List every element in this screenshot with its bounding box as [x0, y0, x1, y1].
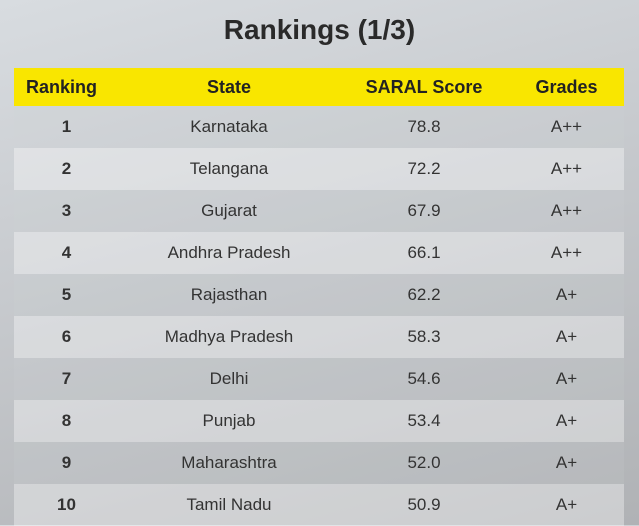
cell-score: 78.8: [339, 117, 509, 137]
cell-score: 58.3: [339, 327, 509, 347]
cell-score: 53.4: [339, 411, 509, 431]
cell-ranking: 5: [14, 285, 119, 305]
table-row: 3Gujarat67.9A++: [14, 190, 624, 232]
cell-score: 54.6: [339, 369, 509, 389]
header-grade: Grades: [509, 77, 624, 98]
table-row: 7Delhi54.6A+: [14, 358, 624, 400]
cell-state: Karnataka: [119, 117, 339, 137]
cell-state: Telangana: [119, 159, 339, 179]
cell-grade: A++: [509, 201, 624, 221]
cell-state: Rajasthan: [119, 285, 339, 305]
table-row: 9Maharashtra52.0A+: [14, 442, 624, 484]
cell-ranking: 8: [14, 411, 119, 431]
table-row: 6Madhya Pradesh58.3A+: [14, 316, 624, 358]
cell-state: Tamil Nadu: [119, 495, 339, 515]
cell-ranking: 2: [14, 159, 119, 179]
cell-state: Gujarat: [119, 201, 339, 221]
cell-ranking: 4: [14, 243, 119, 263]
cell-ranking: 1: [14, 117, 119, 137]
cell-grade: A+: [509, 411, 624, 431]
cell-state: Andhra Pradesh: [119, 243, 339, 263]
cell-grade: A+: [509, 369, 624, 389]
cell-score: 72.2: [339, 159, 509, 179]
cell-grade: A+: [509, 453, 624, 473]
table-row: 8Punjab53.4A+: [14, 400, 624, 442]
header-ranking: Ranking: [14, 77, 119, 98]
cell-score: 66.1: [339, 243, 509, 263]
rankings-slide: Rankings (1/3) Ranking State SARAL Score…: [0, 0, 639, 525]
table-row: 10Tamil Nadu50.9A+: [14, 484, 624, 526]
table-row: 1Karnataka78.8A++: [14, 106, 624, 148]
table-row: 4Andhra Pradesh66.1A++: [14, 232, 624, 274]
header-state: State: [119, 77, 339, 98]
cell-ranking: 10: [14, 495, 119, 515]
cell-state: Maharashtra: [119, 453, 339, 473]
cell-state: Punjab: [119, 411, 339, 431]
cell-score: 50.9: [339, 495, 509, 515]
cell-ranking: 7: [14, 369, 119, 389]
cell-grade: A+: [509, 285, 624, 305]
table-body: 1Karnataka78.8A++2Telangana72.2A++3Gujar…: [14, 106, 624, 526]
cell-score: 52.0: [339, 453, 509, 473]
cell-score: 62.2: [339, 285, 509, 305]
cell-score: 67.9: [339, 201, 509, 221]
cell-grade: A+: [509, 495, 624, 515]
table-row: 5Rajasthan62.2A+: [14, 274, 624, 316]
cell-grade: A+: [509, 327, 624, 347]
rankings-table: Ranking State SARAL Score Grades 1Karnat…: [14, 68, 624, 526]
table-row: 2Telangana72.2A++: [14, 148, 624, 190]
cell-grade: A++: [509, 159, 624, 179]
cell-state: Madhya Pradesh: [119, 327, 339, 347]
table-header-row: Ranking State SARAL Score Grades: [14, 68, 624, 106]
page-title: Rankings (1/3): [0, 14, 639, 46]
cell-grade: A++: [509, 243, 624, 263]
cell-ranking: 9: [14, 453, 119, 473]
header-score: SARAL Score: [339, 77, 509, 98]
cell-grade: A++: [509, 117, 624, 137]
cell-ranking: 3: [14, 201, 119, 221]
cell-ranking: 6: [14, 327, 119, 347]
cell-state: Delhi: [119, 369, 339, 389]
